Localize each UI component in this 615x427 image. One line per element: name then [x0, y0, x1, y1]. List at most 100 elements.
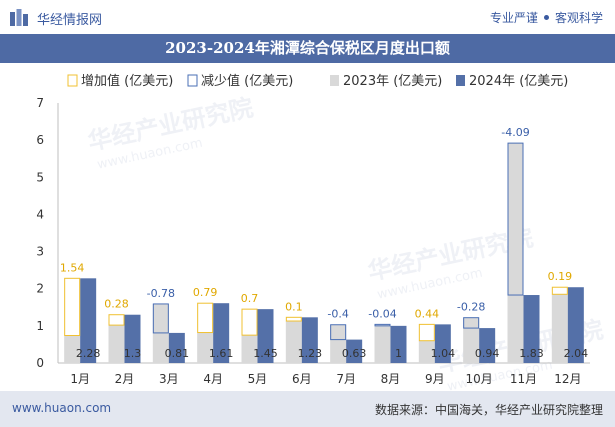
bar-2024	[168, 332, 185, 363]
bars	[64, 143, 584, 363]
increase-box	[108, 314, 125, 326]
x-tick-label: 2月	[115, 372, 135, 386]
x-tick-label: 4月	[203, 372, 223, 386]
footer-site: www.huaon.com	[12, 401, 112, 415]
bar-2024	[523, 295, 540, 363]
change-label: 0.28	[104, 298, 129, 311]
legend-swatch	[330, 75, 339, 86]
y-tick-label: 2	[36, 282, 44, 296]
y-tick-label: 5	[36, 170, 44, 184]
x-tick-label: 1月	[70, 372, 90, 386]
change-label: 0.7	[241, 292, 259, 305]
x-tick-label: 3月	[159, 372, 179, 386]
value-label-2024: 1.04	[431, 347, 456, 360]
bar-2024	[80, 278, 97, 363]
footer-source: 数据来源：中国海关，华经产业研究院整理	[374, 403, 603, 417]
bar-2023	[507, 143, 524, 363]
legend-label: 减少值 (亿美元)	[201, 73, 293, 89]
decrease-box	[374, 323, 391, 327]
y-tick-label: 3	[36, 245, 44, 259]
decrease-box	[507, 142, 524, 296]
data-labels: 1.54 2.28 0.28 1.3 -0.78 0.81 0.79 1.61 0.7 1.45 0…	[60, 126, 588, 360]
x-tick-label: 5月	[248, 372, 268, 386]
brand-name: 华经情报网	[37, 13, 103, 28]
change-label: 0.79	[193, 286, 218, 299]
change-label: 0.44	[415, 307, 440, 320]
value-label-2024: 1.83	[519, 347, 544, 360]
x-tick-label: 10月	[466, 372, 493, 386]
legend-swatch	[456, 75, 465, 86]
legend-label: 增加值 (亿美元)	[81, 73, 173, 89]
bar-2023	[285, 321, 302, 363]
legend-label: 2023年 (亿美元)	[343, 74, 442, 89]
legend: 增加值 (亿美元) 减少值 (亿美元) 2023年 (亿美元) 2024年 (亿美元)	[67, 73, 568, 89]
chart-title: 2023-2024年湘潭综合保税区月度出口额	[165, 39, 450, 57]
bar-2023	[374, 324, 391, 363]
bar-2024	[346, 339, 363, 363]
bar-2023	[551, 294, 568, 363]
value-label-2024: 2.04	[564, 347, 589, 360]
change-label: -0.04	[368, 307, 396, 320]
legend-label: 2024年 (亿美元)	[469, 74, 568, 89]
value-label-2024: 1.23	[298, 347, 323, 360]
y-tick-label: 0	[36, 356, 44, 370]
value-label-2024: 2.28	[76, 347, 101, 360]
bar-2024	[301, 317, 318, 363]
title-bar: 2023-2024年湘潭综合保税区月度出口额	[0, 34, 615, 63]
y-tick-label: 1	[36, 319, 44, 333]
value-label-2024: 1.61	[209, 347, 234, 360]
bar-2023	[152, 303, 169, 363]
change-label: -0.4	[327, 308, 348, 321]
bar-2024	[567, 287, 584, 363]
value-label-2024: 1.45	[253, 347, 278, 360]
x-tick-label: 6月	[292, 372, 312, 386]
x-tick-label: 11月	[510, 372, 537, 386]
increase-box	[551, 286, 568, 295]
legend-swatch	[67, 74, 78, 87]
x-tick-label: 8月	[381, 372, 401, 386]
value-label-2024: 0.94	[475, 347, 500, 360]
bar-2024	[390, 325, 407, 363]
bar-2024	[479, 328, 496, 363]
bar-2024	[213, 303, 230, 363]
tagline: 专业严谨 客观科学	[490, 9, 603, 26]
change-boxes	[64, 142, 568, 342]
tagline-left: 专业严谨	[489, 11, 538, 25]
footer: www.huaon.com 数据来源：中国海关，华经产业研究院整理	[0, 391, 615, 427]
value-label-2024: 0.81	[165, 347, 190, 360]
bar-2024	[257, 309, 274, 363]
axes: 0 1 2 3 4 5 6 7 1月 2月 3月 4月 5月 6月 7月 8月 9月 10月 11月 12月	[36, 96, 590, 386]
increase-box	[64, 277, 81, 337]
tagline-right: 客观科学	[554, 11, 603, 25]
separator-dot-icon	[543, 15, 549, 20]
bar-2023	[241, 335, 258, 363]
change-label: -0.78	[147, 287, 175, 300]
y-tick-label: 6	[36, 133, 44, 147]
top-bar: 华经情报网 专业严谨 客观科学	[0, 0, 615, 34]
bar-2023	[330, 324, 347, 363]
x-tick-label: 9月	[425, 372, 445, 386]
increase-box	[197, 302, 214, 334]
increase-box	[285, 316, 302, 322]
bar-2023	[197, 332, 214, 363]
bar-2023	[418, 340, 435, 363]
change-label: 0.19	[548, 270, 573, 283]
change-label: 1.54	[60, 261, 85, 274]
increase-box	[241, 308, 258, 336]
bar-2024	[124, 314, 141, 363]
value-label-2024: 1.3	[124, 347, 142, 360]
change-label: -0.28	[457, 301, 485, 314]
y-tick-label: 7	[36, 96, 44, 110]
legend-swatch	[187, 74, 198, 87]
decrease-box	[152, 303, 169, 334]
increase-box	[418, 323, 435, 342]
y-tick-label: 4	[36, 207, 44, 221]
bar-2023	[64, 335, 81, 363]
bar-2023	[108, 325, 125, 363]
bar-2023	[463, 317, 480, 363]
change-label: -4.09	[501, 126, 529, 139]
brand-logo-icon	[10, 9, 28, 26]
value-label-2024: 0.63	[342, 347, 367, 360]
x-tick-label: 7月	[336, 372, 356, 386]
x-tick-label: 12月	[554, 372, 581, 386]
